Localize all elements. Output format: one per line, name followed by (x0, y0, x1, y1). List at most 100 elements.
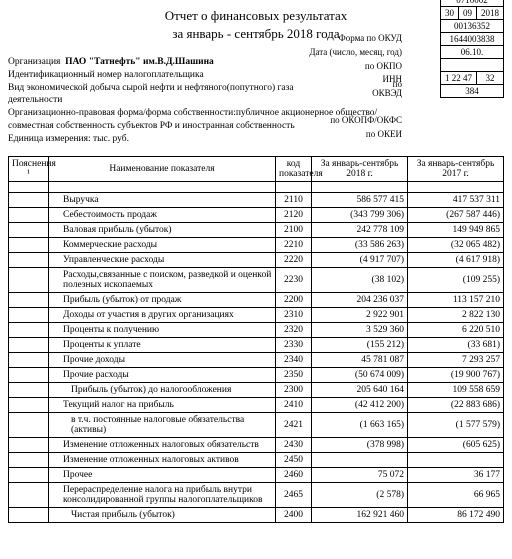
cell-code: 2450 (276, 452, 312, 467)
financial-results-table: Пояснения ¹ Наименование показателя код … (8, 156, 504, 523)
date-d: 30 (441, 7, 459, 20)
cell-name: в т.ч. постоянные налоговые обязательств… (49, 412, 276, 437)
table-row: Коммерческие расходы2210(33 586 263)(32 … (9, 237, 504, 252)
table-row: Прочие расходы2350(50 674 009)(19 900 76… (9, 367, 504, 382)
cell-period1: 2 922 901 (312, 307, 408, 322)
cell-period1: (50 674 009) (312, 367, 408, 382)
table-row: Перераспределение налога на прибыль внут… (9, 482, 504, 507)
cell-period2: 113 157 210 (408, 292, 504, 307)
table-row: Выручка2110586 577 415417 537 311 (9, 192, 504, 207)
cell-poyasneniya (9, 507, 49, 522)
cell-name: Перераспределение налога на прибыль внут… (49, 482, 276, 507)
table-row: Прибыль (убыток) от продаж2200204 236 03… (9, 292, 504, 307)
cell-name: Доходы от участия в других организациях (49, 307, 276, 322)
cell-period2: (19 900 767) (408, 367, 504, 382)
cell-period2: (33 681) (408, 337, 504, 352)
org-name: ПАО "Татнефть" им.В.Д.Шашина (65, 57, 214, 67)
cell-poyasneniya (9, 222, 49, 237)
cell-poyasneniya (9, 482, 49, 507)
table-row: Текущий налог на прибыль2410(42 412 200)… (9, 397, 504, 412)
legal-label: Организационно-правовая форма/форма собс… (8, 108, 233, 118)
cell-period1: 3 529 360 (312, 322, 408, 337)
cell-poyasneniya (9, 267, 49, 292)
cell-code: 2460 (276, 467, 312, 482)
cell-period2: 417 537 311 (408, 192, 504, 207)
col-code: код показателя (276, 156, 312, 181)
cell-poyasneniya (9, 437, 49, 452)
cell-period1: 204 236 037 (312, 292, 408, 307)
cell-period1: (1 663 165) (312, 412, 408, 437)
table-row: Проценты к уплате2330(155 212)(33 681) (9, 337, 504, 352)
cell-period1 (312, 452, 408, 467)
cell-poyasneniya (9, 382, 49, 397)
cell-period1: (4 917 707) (312, 252, 408, 267)
cell-name: Прибыль (убыток) до налогообложения (49, 382, 276, 397)
cell-period1: (343 799 306) (312, 207, 408, 222)
cell-period1: 586 577 415 (312, 192, 408, 207)
doc-subtitle: за январь - сентябрь 2018 года (8, 26, 504, 42)
okei-value: 384 (441, 85, 504, 98)
cell-name: Прочие доходы (49, 352, 276, 367)
cell-code: 2340 (276, 352, 312, 367)
col-poyasneniya: Пояснения ¹ (9, 156, 49, 181)
cell-poyasneniya (9, 412, 49, 437)
date-m: 09 (459, 7, 477, 20)
cell-period2: 109 558 659 (408, 382, 504, 397)
cell-name: Изменение отложенных налоговых активов (49, 452, 276, 467)
cell-code: 2110 (276, 192, 312, 207)
table-row: Себестоимость продаж2120(343 799 306)(26… (9, 207, 504, 222)
activity-text: добыча сырой нефти и нефтяного(попутного… (90, 83, 293, 93)
cell-name: Расходы,связанные с поиском, разведкой и… (49, 267, 276, 292)
cell-code: 2350 (276, 367, 312, 382)
cell-code: 2300 (276, 382, 312, 397)
cell-code: 2220 (276, 252, 312, 267)
cell-name: Коммерческие расходы (49, 237, 276, 252)
okopf-label: по ОКОПФ/ОКФС (282, 114, 394, 126)
cell-period1: 162 921 460 (312, 507, 408, 522)
cell-period2: 6 220 510 (408, 322, 504, 337)
header-text-block: Форма по ОКУД Дата (число, месяц, год) О… (8, 48, 504, 146)
cell-period2: 36 177 (408, 467, 504, 482)
cell-period1: (38 102) (312, 267, 408, 292)
col-period1: За январь-сентябрь 2018 г. (312, 156, 408, 181)
cell-period2: 66 965 (408, 482, 504, 507)
cell-code: 2400 (276, 507, 312, 522)
cell-poyasneniya (9, 452, 49, 467)
okopf-value2: 32 (477, 72, 504, 85)
cell-name: Прибыль (убыток) от продаж (49, 292, 276, 307)
document-header: Отчет о финансовых результатах за январь… (8, 8, 504, 146)
cell-name: Прочее (49, 467, 276, 482)
cell-name: Себестоимость продаж (49, 207, 276, 222)
cell-period1: (33 586 263) (312, 237, 408, 252)
cell-code: 2310 (276, 307, 312, 322)
cell-period2: (22 883 686) (408, 397, 504, 412)
cell-poyasneniya (9, 337, 49, 352)
cell-period2: 2 822 130 (408, 307, 504, 322)
doc-title: Отчет о финансовых результатах (8, 8, 504, 24)
cell-period2: (605 625) (408, 437, 504, 452)
cell-poyasneniya (9, 292, 49, 307)
cell-poyasneniya (9, 322, 49, 337)
table-row: Изменение отложенных налоговых обязатель… (9, 437, 504, 452)
cell-period2: 149 949 865 (408, 222, 504, 237)
cell-period1: (378 998) (312, 437, 408, 452)
okopf-value1: 1 22 47 (441, 72, 477, 85)
table-row: Валовая прибыль (убыток)2100242 778 1091… (9, 222, 504, 237)
table-row: Прочие доходы234045 781 0877 293 257 (9, 352, 504, 367)
cell-period1: 242 778 109 (312, 222, 408, 237)
cell-poyasneniya (9, 252, 49, 267)
cell-code: 2200 (276, 292, 312, 307)
okved-value: 06.10. (441, 46, 504, 59)
cell-name: Валовая прибыль (убыток) (49, 222, 276, 237)
cell-code: 2465 (276, 482, 312, 507)
cell-period2: (4 617 918) (408, 252, 504, 267)
cell-code: 2230 (276, 267, 312, 292)
inn-text: Идентификационный номер налогоплательщик… (8, 70, 204, 80)
cell-period1: 45 781 087 (312, 352, 408, 367)
okei-label: по ОКЕИ (282, 133, 394, 140)
cell-poyasneniya (9, 367, 49, 382)
cell-period2 (408, 452, 504, 467)
table-row: в т.ч. постоянные налоговые обязательств… (9, 412, 504, 437)
cell-poyasneniya (9, 237, 49, 252)
cell-poyasneniya (9, 192, 49, 207)
